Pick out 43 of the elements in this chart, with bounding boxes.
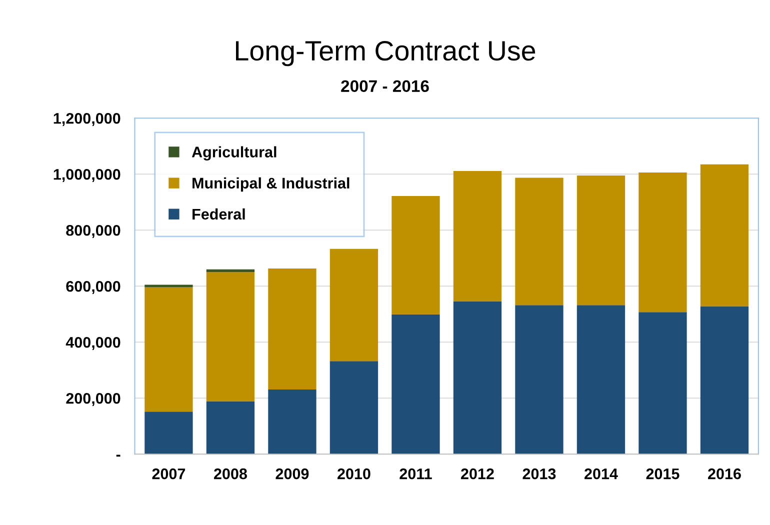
bar (700, 164, 749, 306)
chart-title: Long-Term Contract Use (236, 40, 536, 66)
bar (268, 389, 316, 454)
bar (638, 172, 687, 312)
bar (144, 284, 193, 288)
x-tick-label: 2015 (646, 468, 680, 480)
x-tick-label: 2013 (522, 468, 556, 480)
x-tick-label: 2011 (400, 468, 432, 480)
legend-label: Municipal & Industrial (192, 177, 350, 192)
y-tick-label: 600,000 (66, 280, 120, 294)
y-tick-label: 1,200,000 (54, 112, 120, 126)
y-tick-label: - (116, 454, 120, 457)
x-tick-label: 2014 (584, 468, 618, 480)
x-tick-label: 2012 (461, 468, 494, 480)
x-tick-label: 2008 (214, 468, 247, 480)
bar (576, 176, 626, 306)
x-tick-label: 2009 (276, 468, 309, 480)
y-tick-label: 800,000 (66, 224, 120, 238)
y-tick-label: 1,000,000 (54, 168, 120, 182)
bar (515, 178, 564, 306)
bar (392, 314, 440, 454)
bar (330, 361, 378, 454)
x-tick-label: 2010 (338, 468, 370, 480)
x-tick-label: 2007 (152, 468, 186, 480)
y-tick-label: 400,000 (66, 336, 120, 350)
bar (638, 312, 687, 454)
y-tick-label: 200,000 (66, 392, 120, 406)
chart-subtitle: 2007 - 2016 (341, 80, 429, 92)
bar (206, 401, 255, 454)
bar (268, 268, 316, 390)
bar (144, 412, 193, 454)
bar (206, 272, 255, 402)
bar (330, 248, 378, 362)
legend-label: Federal (192, 208, 245, 220)
bar (700, 306, 749, 454)
bar (392, 196, 440, 314)
bar (453, 301, 502, 454)
legend-label: Agricultural (192, 146, 276, 161)
x-tick-label: 2016 (708, 468, 741, 480)
bar (453, 171, 502, 302)
bar (515, 305, 564, 454)
bar (576, 305, 626, 454)
bar (144, 287, 193, 412)
